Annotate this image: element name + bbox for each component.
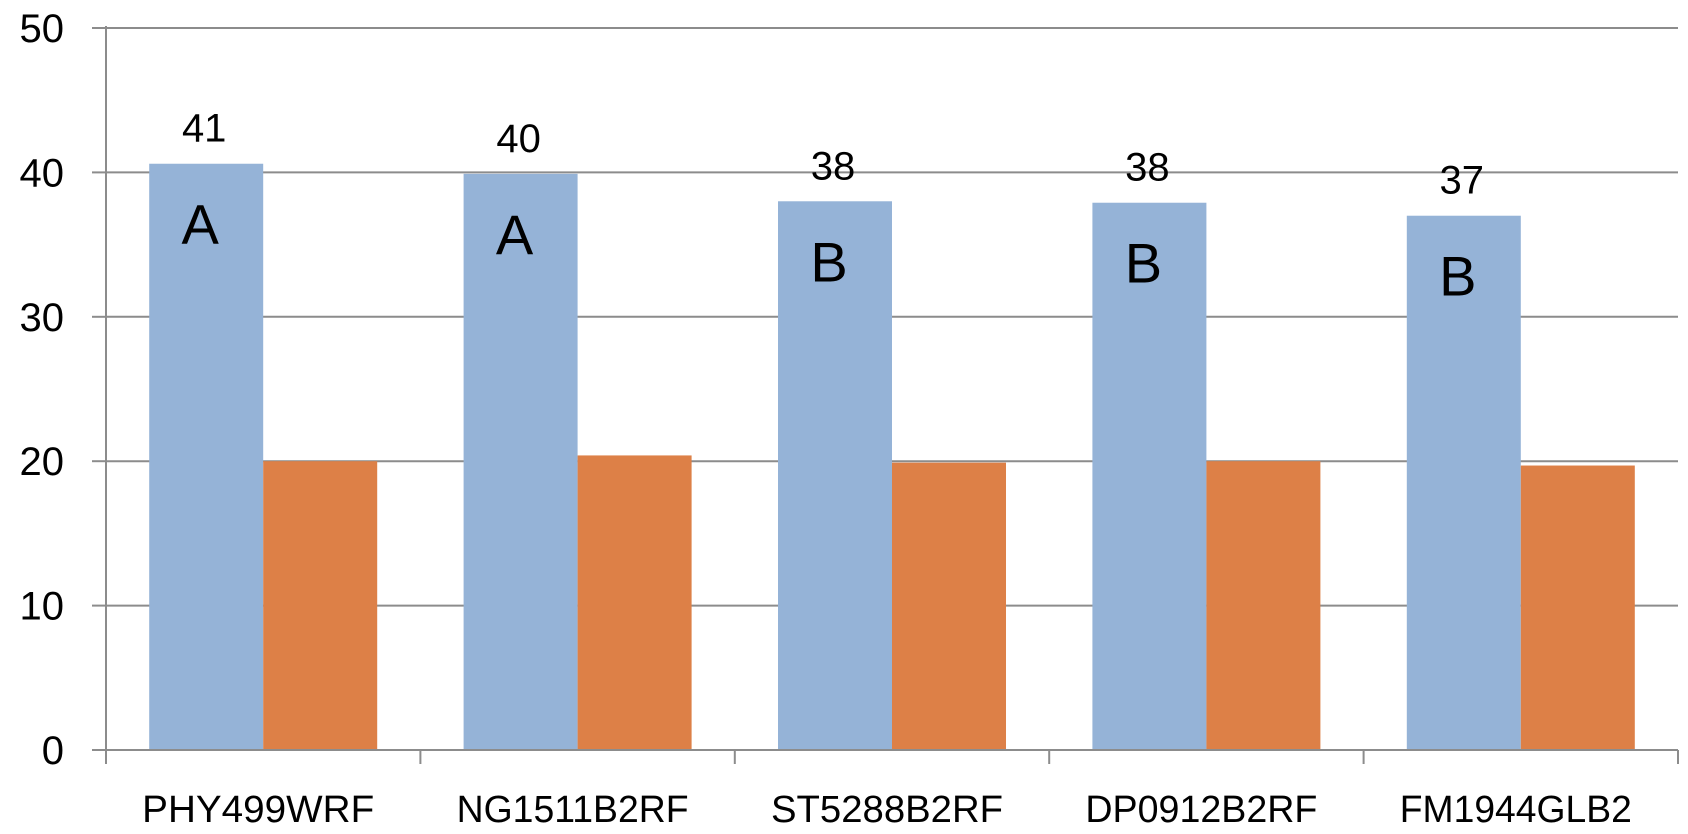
x-tick-label: ST5288B2RF — [771, 789, 1003, 829]
group-letter-label: A — [182, 193, 220, 256]
y-tick-label: 20 — [20, 440, 65, 484]
data-label: 38 — [1125, 146, 1170, 190]
group-letter-label: A — [496, 203, 534, 266]
group-letter-label: B — [1439, 245, 1476, 308]
x-tick-label: NG1511B2RF — [457, 789, 689, 829]
group-letter-label: B — [1125, 232, 1162, 295]
x-tick-label: DP0912B2RF — [1085, 789, 1317, 829]
bar — [1520, 465, 1635, 750]
axes — [92, 26, 1679, 764]
data-label: 41 — [182, 107, 227, 151]
y-tick-label: 10 — [20, 585, 65, 629]
bars — [149, 163, 1635, 751]
data-label: 38 — [811, 144, 856, 188]
y-tick-label: 0 — [42, 729, 64, 773]
bar — [577, 455, 692, 750]
x-tick-label: FM1944GLB2 — [1400, 789, 1632, 829]
bar — [778, 201, 892, 750]
bar — [463, 173, 578, 750]
y-tick-label: 40 — [20, 151, 65, 195]
labels: 0 10 20 30 40 50 41 A PHY499WRF 40 A NG1511B2RF 38 B S… — [20, 7, 1632, 831]
x-tick-label: PHY499WRF — [142, 789, 374, 829]
bar — [1406, 215, 1521, 751]
bar — [1206, 461, 1321, 750]
y-tick-label: 50 — [20, 7, 65, 51]
bar — [1092, 202, 1207, 750]
group-letter-label: B — [810, 230, 847, 293]
bar — [149, 163, 264, 751]
y-tick-label: 30 — [20, 296, 65, 340]
data-label: 40 — [496, 117, 541, 161]
bar — [263, 461, 378, 750]
data-label: 37 — [1440, 159, 1485, 203]
bar — [892, 462, 1006, 750]
